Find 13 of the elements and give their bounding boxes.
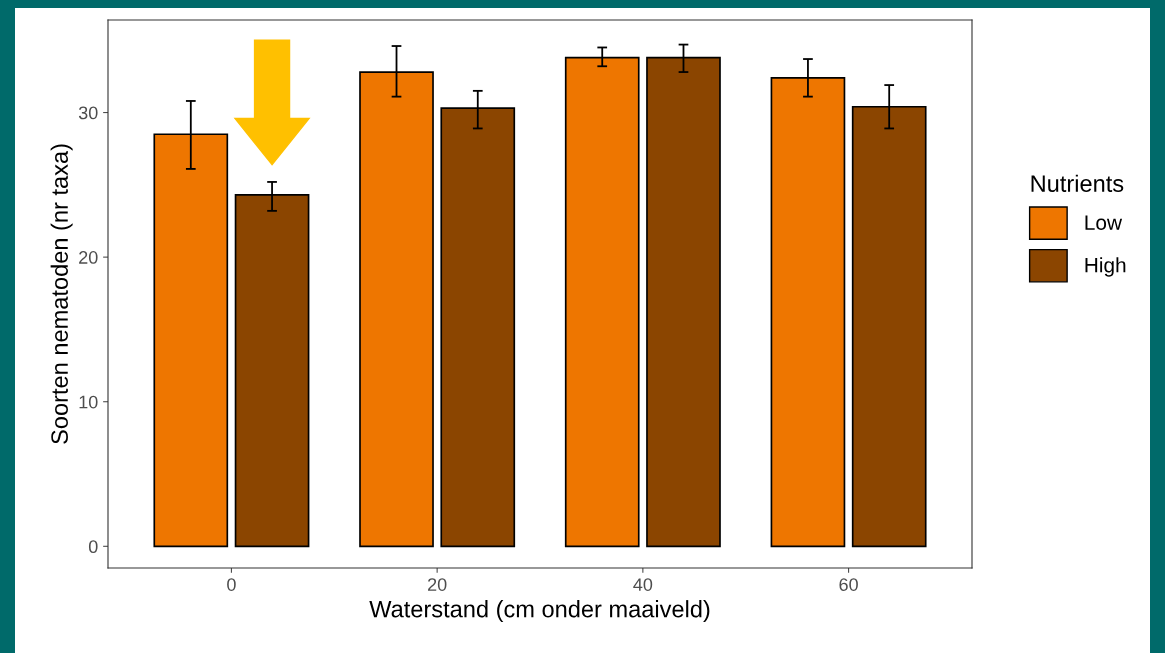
y-tick-label: 20	[79, 251, 98, 264]
y-tick-label: 0	[88, 540, 98, 554]
x-tick-label: 60	[839, 578, 858, 591]
y-tick-label: 10	[79, 395, 98, 409]
x-tick-label: 40	[633, 578, 653, 591]
legend-label: Low	[1085, 215, 1123, 230]
y-axis-title: Soorten nematoden (nr taxa)	[50, 144, 73, 444]
y-tick-label: 30	[78, 106, 98, 120]
legend-title: Nutrients	[1031, 174, 1124, 192]
legend-label: High	[1085, 257, 1126, 277]
x-tick-label: 0	[227, 578, 236, 591]
x-axis-title: Waterstand (cm onder maaiveld)	[369, 600, 710, 623]
x-tick-label: 20	[428, 578, 447, 591]
